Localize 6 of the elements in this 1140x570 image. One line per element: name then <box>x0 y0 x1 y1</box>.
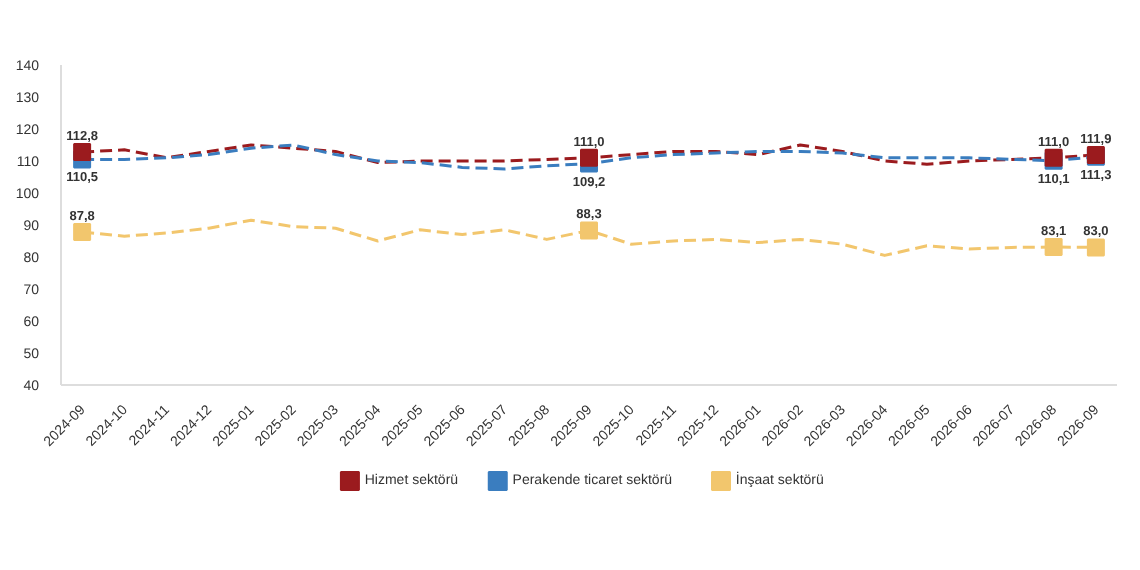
point <box>580 148 598 167</box>
point <box>1044 238 1063 257</box>
point <box>1086 238 1105 257</box>
point <box>580 221 598 240</box>
point <box>73 223 92 242</box>
point <box>73 143 92 162</box>
